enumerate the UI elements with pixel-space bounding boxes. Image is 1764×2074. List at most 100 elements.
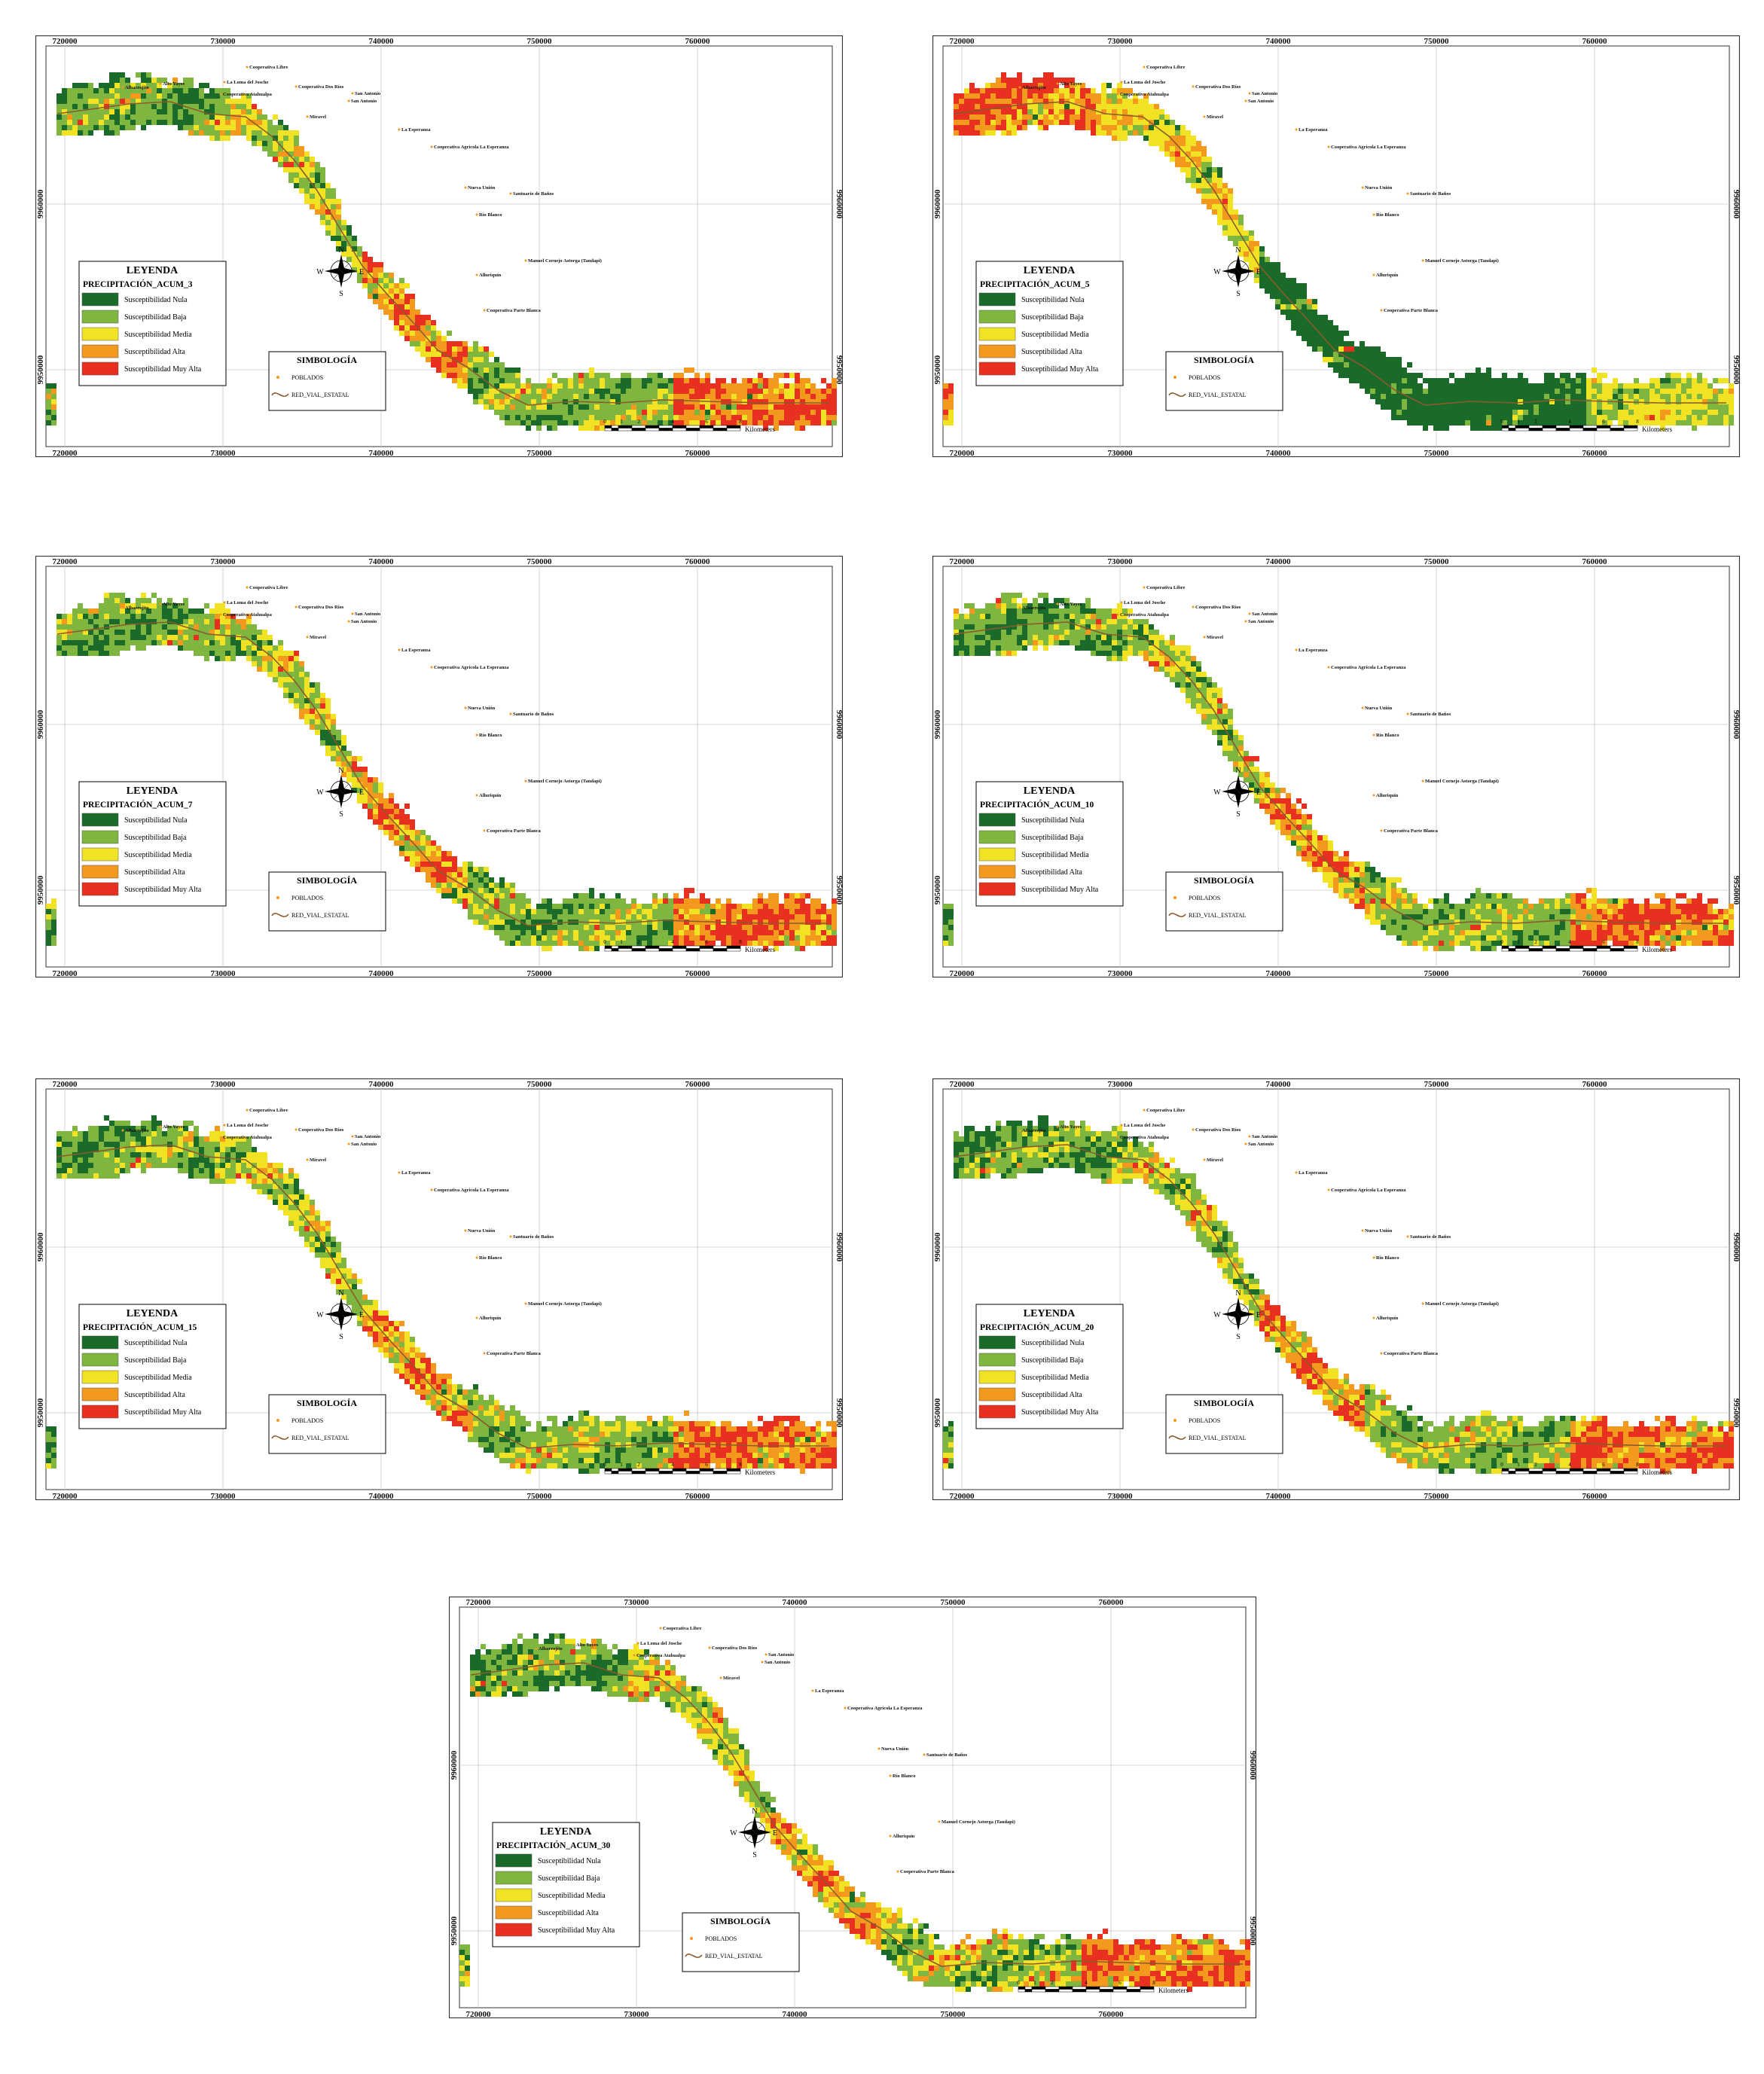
y-tick-left: 9950000 <box>933 355 942 384</box>
place-label: Alluriquín <box>479 273 502 278</box>
scale-label: 4 <box>1568 419 1571 425</box>
place-label: San Antonio <box>1252 612 1277 617</box>
poblado-marker <box>464 706 467 709</box>
x-tick-top: 720000 <box>53 557 78 566</box>
place-label: Cooperativa Libre <box>663 1626 701 1631</box>
place-label: Miravel <box>723 1676 740 1681</box>
x-tick-bottom: 740000 <box>369 1492 395 1500</box>
poblado-marker <box>524 259 527 262</box>
legend-item: Susceptibilidad Alta <box>124 1391 185 1399</box>
place-label: Manuel Cornejo Astorga (Tandapi) <box>1425 258 1499 264</box>
poblado-marker <box>475 213 478 216</box>
scale-label: 1 <box>1517 939 1520 945</box>
poblado-marker <box>1248 612 1251 615</box>
simbologia-title: SIMBOLOGÍA <box>297 1398 357 1408</box>
place-label: Cooperativa Libre <box>1146 65 1185 70</box>
poblado-marker <box>1203 1158 1206 1161</box>
legend-box: LEYENDA PRECIPITACIÓN_ACUM_20 Susceptibili… <box>975 1304 1124 1429</box>
poblado-marker <box>295 1128 298 1131</box>
scale-label: 6 <box>1602 939 1605 945</box>
svg-text:S: S <box>339 810 343 819</box>
scale-label: 2 <box>1051 1980 1054 1986</box>
place-label: La Loma del Josche <box>227 1123 269 1128</box>
place-label: Cooperativa Dos Ríos <box>298 1127 344 1133</box>
svg-text:E: E <box>773 1829 777 1838</box>
poblado-marker <box>306 115 309 118</box>
poblado-marker <box>1295 648 1298 651</box>
simbologia-title: SIMBOLOGÍA <box>1194 1398 1254 1408</box>
place-label: Río Blanco <box>1376 733 1399 738</box>
y-tick-right: 9960000 <box>835 710 843 740</box>
susceptibility-map: 720000 720000 730000 730000 740000 740000 7500… <box>932 35 1740 457</box>
poblado-icon <box>1173 376 1177 379</box>
poblado-marker <box>708 1646 711 1649</box>
poblado-marker <box>1372 734 1375 737</box>
place-label: Miravel <box>1207 1157 1223 1163</box>
scale-label: 4 <box>1568 1462 1571 1468</box>
x-tick-top: 760000 <box>1099 1598 1125 1607</box>
legend-swatch <box>81 1353 119 1367</box>
compass-rose-icon: N S E W <box>1213 246 1261 298</box>
legend-title: LEYENDA <box>127 1308 179 1319</box>
place-label: Santuario de Baños <box>513 191 554 197</box>
poblado-marker <box>219 613 222 616</box>
place-label: Cooperativa Dos Ríos <box>1195 605 1241 610</box>
svg-text:E: E <box>359 788 364 797</box>
x-tick-bottom: 750000 <box>1424 1492 1450 1500</box>
place-label: Nueva Unión <box>1365 706 1393 711</box>
poblado-marker <box>1380 829 1383 832</box>
place-label: San Antonio <box>1252 1134 1277 1139</box>
x-tick-top: 760000 <box>685 1080 711 1089</box>
place-label: La Loma del Josche <box>227 80 269 85</box>
x-tick-top: 720000 <box>950 1080 975 1089</box>
poblado-marker <box>889 1774 892 1777</box>
place-label: Alto Yayes <box>163 1124 185 1130</box>
place-label: San Antonio <box>1248 99 1274 104</box>
y-tick-left: 9950000 <box>36 355 45 384</box>
legend-item: Susceptibilidad Media <box>1021 331 1089 339</box>
x-tick-top: 750000 <box>527 1080 553 1089</box>
x-tick-bottom: 720000 <box>53 1492 78 1500</box>
poblado-marker <box>1116 93 1119 96</box>
x-tick-top: 730000 <box>1108 1080 1134 1089</box>
legend-swatch <box>495 1923 533 1937</box>
raster-muy_alta <box>996 598 1734 951</box>
place-label: Alluriquín <box>479 1316 502 1321</box>
svg-text:N: N <box>338 767 343 775</box>
legend-swatch <box>81 327 119 341</box>
poblado-marker <box>633 1654 636 1657</box>
x-tick-bottom: 730000 <box>1108 969 1134 978</box>
svg-text:E: E <box>1256 788 1261 797</box>
place-label: Manuel Cornejo Astorga (Tandapi) <box>1425 1301 1499 1307</box>
y-tick-left: 9950000 <box>36 875 45 904</box>
y-tick-right: 9950000 <box>1732 876 1740 905</box>
svg-text:N: N <box>338 246 343 255</box>
x-tick-bottom: 750000 <box>527 969 553 978</box>
poblado-marker <box>1421 259 1424 262</box>
susceptibility-map: 720000 720000 730000 730000 740000 740000 7500… <box>449 1597 1256 2018</box>
simbologia-title: SIMBOLOGÍA <box>297 355 357 365</box>
place-label: Cooperativa Parte Blanca <box>487 828 542 834</box>
svg-text:N: N <box>1235 767 1241 775</box>
poblado-marker <box>223 601 226 604</box>
legend-subtitle: PRECIPITACIÓN_ACUM_10 <box>980 799 1094 810</box>
raster-muy_alta <box>481 1649 1250 1992</box>
poblado-marker <box>923 1753 926 1756</box>
place-label: Nueva Unión <box>468 1228 496 1234</box>
legend-item: Susceptibilidad Muy Alta <box>124 365 202 374</box>
place-label: San Antonio <box>355 1134 380 1139</box>
svg-text:N: N <box>1235 1289 1241 1298</box>
x-tick-top: 750000 <box>1424 557 1450 566</box>
svg-text:S: S <box>1236 1333 1241 1341</box>
x-tick-top: 750000 <box>527 37 553 46</box>
poblado-marker <box>938 1820 941 1823</box>
map-panel: 720000 720000 730000 730000 740000 740000 7500… <box>449 1597 1256 2018</box>
poblado-marker <box>1372 273 1375 276</box>
x-tick-bottom: 750000 <box>941 2010 966 2018</box>
raster-muy_alta <box>167 614 837 951</box>
susceptibility-raster: Cooperativa Libre Albarrojito Alto Yayes La… <box>46 65 837 431</box>
poblado-marker <box>475 794 478 797</box>
place-label: Cooperativa Parte Blanca <box>1384 828 1439 834</box>
